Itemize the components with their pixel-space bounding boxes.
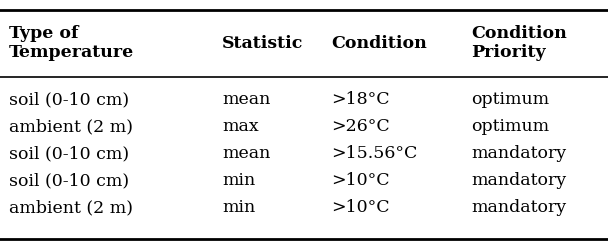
Text: >26°C: >26°C bbox=[331, 118, 390, 135]
Text: mandatory: mandatory bbox=[471, 172, 567, 189]
Text: Condition: Condition bbox=[331, 34, 427, 52]
Text: optimum: optimum bbox=[471, 118, 549, 135]
Text: mandatory: mandatory bbox=[471, 199, 567, 216]
Text: mean: mean bbox=[222, 91, 271, 108]
Text: ambient (2 m): ambient (2 m) bbox=[9, 199, 133, 216]
Text: ambient (2 m): ambient (2 m) bbox=[9, 118, 133, 135]
Text: max: max bbox=[222, 118, 258, 135]
Text: mandatory: mandatory bbox=[471, 145, 567, 162]
Text: Condition
Priority: Condition Priority bbox=[471, 25, 567, 61]
Text: >18°C: >18°C bbox=[331, 91, 390, 108]
Text: soil (0-10 cm): soil (0-10 cm) bbox=[9, 145, 130, 162]
Text: >10°C: >10°C bbox=[331, 172, 390, 189]
Text: >10°C: >10°C bbox=[331, 199, 390, 216]
Text: optimum: optimum bbox=[471, 91, 549, 108]
Text: min: min bbox=[222, 172, 255, 189]
Text: Statistic: Statistic bbox=[222, 34, 303, 52]
Text: Type of
Temperature: Type of Temperature bbox=[9, 25, 134, 61]
Text: >15.56°C: >15.56°C bbox=[331, 145, 418, 162]
Text: soil (0-10 cm): soil (0-10 cm) bbox=[9, 91, 130, 108]
Text: mean: mean bbox=[222, 145, 271, 162]
Text: min: min bbox=[222, 199, 255, 216]
Text: soil (0-10 cm): soil (0-10 cm) bbox=[9, 172, 130, 189]
